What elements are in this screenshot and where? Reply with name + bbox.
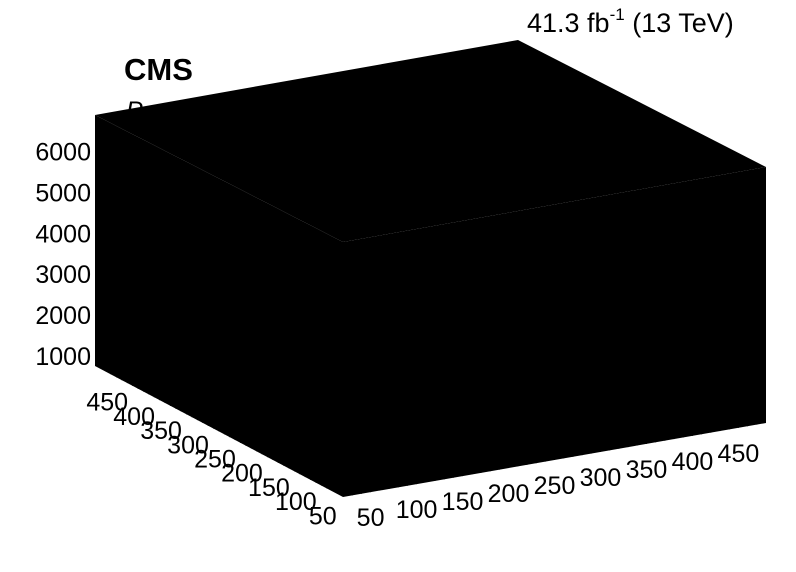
y-tick-label: 450 bbox=[86, 389, 128, 417]
z-tick-label: 1000 bbox=[35, 343, 91, 371]
y-tick-label: 100 bbox=[275, 488, 317, 516]
y-tick-label: 150 bbox=[248, 474, 290, 502]
z-tick-label: 2000 bbox=[35, 302, 91, 330]
x-tick-label: 250 bbox=[534, 472, 576, 500]
box-front-face bbox=[95, 115, 343, 497]
z-tick-label: 5000 bbox=[35, 180, 91, 208]
y-tick-label: 200 bbox=[221, 460, 263, 488]
y-tick-label: 250 bbox=[194, 446, 236, 474]
cms-label: CMS bbox=[124, 52, 193, 87]
x-tick-label: 100 bbox=[396, 496, 438, 524]
x-tick-label: 50 bbox=[357, 504, 385, 532]
x-tick-label: 400 bbox=[672, 448, 714, 476]
y-tick-label: 300 bbox=[167, 431, 209, 459]
y-tick-label: 350 bbox=[140, 417, 182, 445]
lumi-exponent: -1 bbox=[610, 5, 625, 24]
z-tick-label: 3000 bbox=[35, 261, 91, 289]
x-tick-label: 350 bbox=[626, 456, 668, 484]
z-tick-label: 4000 bbox=[35, 220, 91, 248]
x-axis: 50 100 150 200 250 300 350 400 450 bbox=[351, 417, 760, 532]
lumi-energy: (13 TeV) bbox=[625, 8, 734, 38]
sublabel: P bbox=[126, 97, 143, 125]
z-axis: 1000 2000 3000 4000 5000 6000 bbox=[35, 118, 109, 371]
lumi-label: 41.3 fb-1 (13 TeV) bbox=[527, 5, 734, 38]
box-side-face bbox=[343, 167, 766, 497]
box-top-face bbox=[95, 40, 766, 242]
y-tick-label: 50 bbox=[309, 502, 337, 530]
x-tick-label: 450 bbox=[718, 440, 760, 468]
lumi-value: 41.3 fb bbox=[527, 8, 610, 38]
x-tick-label: 200 bbox=[488, 480, 530, 508]
x-tick-label: 150 bbox=[442, 488, 484, 516]
z-tick-label: 6000 bbox=[35, 139, 91, 167]
y-tick-label: 400 bbox=[113, 403, 155, 431]
x-tick-label: 300 bbox=[580, 464, 622, 492]
